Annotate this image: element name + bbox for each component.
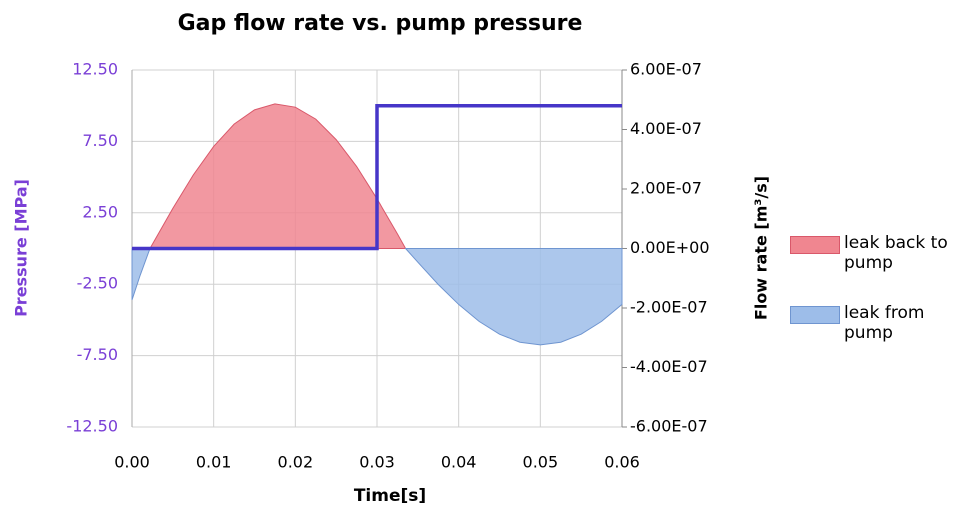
legend-label: leak back to pump xyxy=(844,233,948,273)
x-tick-label: 0.02 xyxy=(278,453,314,472)
y2-tick-label: 2.00E-07 xyxy=(630,179,702,198)
legend-swatch xyxy=(790,306,840,324)
legend-entry: leak from pump xyxy=(790,303,965,343)
legend-label: leak from pump xyxy=(844,303,925,343)
y-tick-label: 12.50 xyxy=(72,60,118,79)
x-axis-label: Time[s] xyxy=(354,486,426,506)
y-tick-label: 2.50 xyxy=(82,202,118,221)
x-tick-label: 0.05 xyxy=(523,453,559,472)
y2-tick-label: -2.00E-07 xyxy=(630,298,708,317)
y2-tick-label: 0.00E+00 xyxy=(630,238,710,257)
x-tick-label: 0.01 xyxy=(196,453,232,472)
legend-swatch xyxy=(790,236,840,254)
y-tick-label: -12.50 xyxy=(66,417,118,436)
line xyxy=(132,103,622,251)
x-tick-label: 0.00 xyxy=(114,453,150,472)
y-tick-label: -2.50 xyxy=(77,274,118,293)
x-tick-label: 0.04 xyxy=(441,453,477,472)
y-tick-label: -7.50 xyxy=(77,345,118,364)
y2-tick-label: -4.00E-07 xyxy=(630,357,708,376)
y-tick-label: 7.50 xyxy=(82,131,118,150)
x-tick-label: 0.06 xyxy=(604,453,640,472)
y-axis-label: Pressure [MPa] xyxy=(12,179,31,317)
y2-tick-label: 4.00E-07 xyxy=(630,119,702,138)
legend-entry: leak back to pump xyxy=(790,233,965,273)
x-tick-label: 0.03 xyxy=(359,453,395,472)
y2-axis-label: Flow rate [m³/s] xyxy=(752,176,771,320)
chart-title: Gap flow rate vs. pump pressure xyxy=(178,11,583,36)
y2-tick-label: 6.00E-07 xyxy=(630,60,702,79)
y2-tick-label: -6.00E-07 xyxy=(630,417,708,436)
area xyxy=(149,103,407,249)
